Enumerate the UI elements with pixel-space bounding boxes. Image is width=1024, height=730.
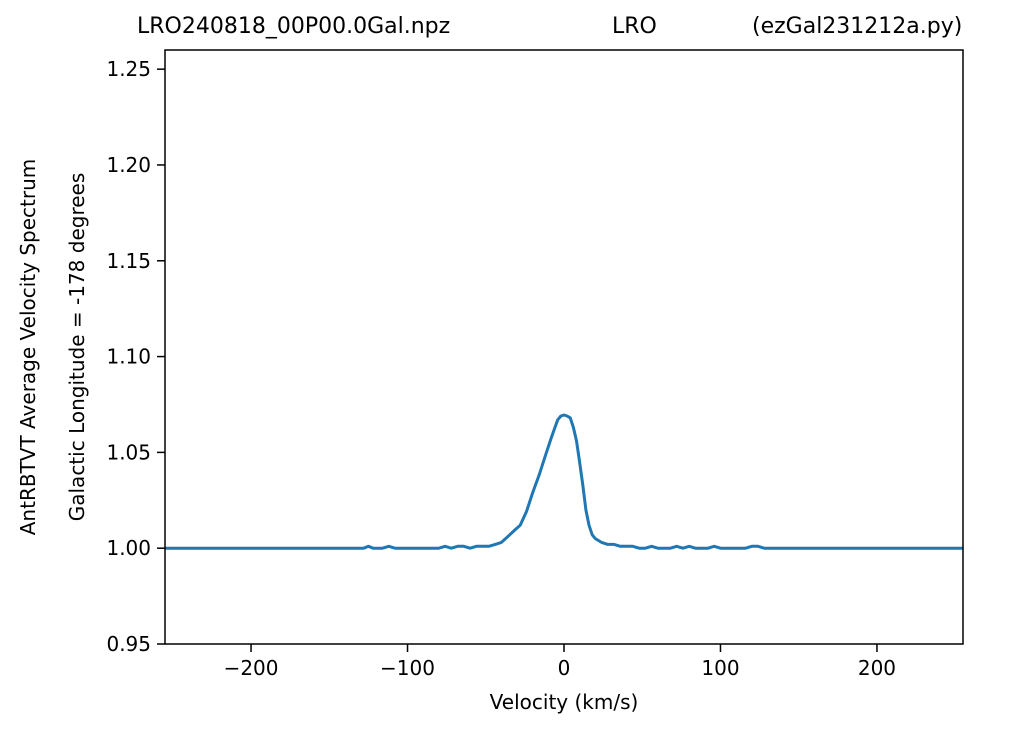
x-tick-label: 100 xyxy=(701,656,739,680)
y-tick-label: 1.20 xyxy=(106,153,151,177)
spectrum-line xyxy=(165,413,963,550)
plot-frame xyxy=(164,49,964,645)
y-tick-label: 1.25 xyxy=(106,57,151,81)
x-axis-label: Velocity (km/s) xyxy=(490,690,639,714)
y-axis-label-secondary: Galactic Longitude = -178 degrees xyxy=(65,173,89,522)
y-tick-label: 1.05 xyxy=(106,440,151,464)
script-title: (ezGal231212a.py) xyxy=(752,14,963,39)
x-tick-label: −100 xyxy=(380,656,435,680)
y-tick-label: 1.10 xyxy=(106,345,151,369)
x-tick-label: −200 xyxy=(224,656,279,680)
x-tick-label: 0 xyxy=(558,656,571,680)
y-ticks: 0.95 1.00 1.05 1.10 1.15 1.20 1.25 xyxy=(106,57,165,656)
y-tick-label: 1.00 xyxy=(106,536,151,560)
y-axis-label: AntRBTVT Average Velocity Spectrum xyxy=(16,159,40,536)
y-tick-label: 1.15 xyxy=(106,249,151,273)
file-name-title: LRO240818_00P00.0Gal.npz xyxy=(137,14,451,39)
station-title: LRO xyxy=(612,14,657,39)
x-tick-label: 200 xyxy=(858,656,896,680)
x-ticks: −200 −100 0 100 200 xyxy=(224,644,896,680)
y-tick-label: 0.95 xyxy=(106,632,151,656)
